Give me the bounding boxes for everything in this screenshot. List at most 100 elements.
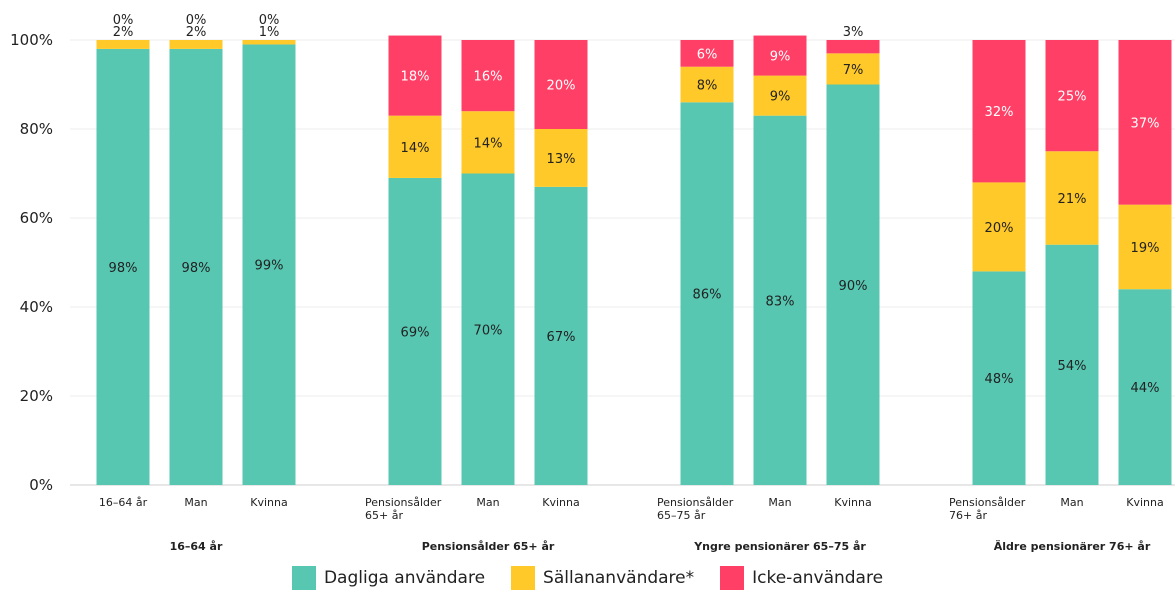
data-label: 9% xyxy=(770,50,791,65)
data-label: 0% xyxy=(259,13,280,28)
bar-segment xyxy=(169,40,223,49)
bar-segment xyxy=(826,53,880,85)
legend-item-daily: Dagliga användare xyxy=(291,566,486,590)
data-label: 0% xyxy=(186,13,207,28)
data-label: 1% xyxy=(259,25,280,40)
x-tick-label: 65+ år xyxy=(365,509,403,522)
y-tick-label: 100% xyxy=(10,31,53,49)
y-tick-label: 0% xyxy=(29,476,53,494)
data-label: 2% xyxy=(186,25,207,40)
x-tick-label: 16–64 år xyxy=(99,496,148,509)
x-tick-label: 76+ år xyxy=(949,509,987,522)
legend-swatch-rare xyxy=(511,566,536,590)
data-label: 32% xyxy=(985,105,1014,120)
legend-label-rare: Sällananvändare* xyxy=(543,568,695,588)
group-label: 16–64 år xyxy=(170,540,223,553)
data-label: 44% xyxy=(1131,381,1160,396)
bar-segment xyxy=(534,186,588,485)
data-label: 6% xyxy=(697,47,718,62)
data-label: 20% xyxy=(985,221,1014,236)
bar-segment xyxy=(1118,289,1172,485)
legend-label-daily: Dagliga användare xyxy=(323,568,486,588)
data-label: 69% xyxy=(401,325,430,340)
x-tick-label: Kvinna xyxy=(1126,496,1163,509)
legend-label-non: Icke-användare xyxy=(752,568,884,588)
data-label: 54% xyxy=(1058,359,1087,374)
data-label: 7% xyxy=(843,63,864,78)
x-tick-label: Pensionsålder xyxy=(657,496,734,509)
bar-segment xyxy=(753,115,807,486)
data-label: 21% xyxy=(1058,192,1087,207)
legend-swatch-daily xyxy=(291,566,316,590)
stacked-bar-chart: 0%20%40%60%80%100%98%2%0%16–64 år98%2%0%… xyxy=(10,13,1175,553)
bar-segment xyxy=(1118,40,1172,205)
y-tick-label: 20% xyxy=(20,387,53,405)
legend-item-non: Icke-användare xyxy=(720,566,883,590)
bar-segment xyxy=(242,44,296,485)
data-label: 98% xyxy=(182,261,211,276)
data-label: 48% xyxy=(985,372,1014,387)
bar-segment xyxy=(680,102,734,486)
data-label: 2% xyxy=(113,25,134,40)
bar-segment xyxy=(461,40,515,112)
x-tick-label: Kvinna xyxy=(834,496,871,509)
legend: Dagliga användare Sällananvändare* Icke-… xyxy=(0,566,1175,590)
y-tick-label: 40% xyxy=(20,298,53,316)
bar-segment xyxy=(169,48,223,486)
data-label: 98% xyxy=(109,261,138,276)
x-tick-label: Kvinna xyxy=(250,496,287,509)
bar-segment xyxy=(461,111,515,174)
bar-segment xyxy=(826,40,880,54)
data-label: 37% xyxy=(1131,116,1160,131)
bar-segment xyxy=(826,84,880,485)
group-label: Pensionsålder 65+ år xyxy=(422,540,555,553)
bar-segment xyxy=(972,182,1026,272)
x-tick-label: Man xyxy=(184,496,207,509)
bar-segment xyxy=(753,75,807,116)
data-label: 20% xyxy=(547,79,576,94)
bar-segment xyxy=(680,40,734,67)
bar-segment xyxy=(388,177,442,485)
data-label: 14% xyxy=(401,141,430,156)
legend-swatch-non xyxy=(720,566,745,590)
y-tick-label: 60% xyxy=(20,209,53,227)
bar-segment xyxy=(461,173,515,485)
bar-segment xyxy=(680,66,734,103)
bar-segment xyxy=(534,40,588,129)
data-label: 9% xyxy=(770,90,791,105)
bar-segment xyxy=(1118,204,1172,290)
data-label: 19% xyxy=(1131,241,1160,256)
bar-segment xyxy=(972,271,1026,485)
data-label: 25% xyxy=(1058,90,1087,105)
bar-segment xyxy=(753,35,807,76)
data-label: 99% xyxy=(255,259,284,274)
data-label: 90% xyxy=(839,279,868,294)
data-label: 86% xyxy=(693,288,722,303)
x-tick-label: Man xyxy=(768,496,791,509)
bar-segment xyxy=(534,129,588,187)
bar-segment xyxy=(242,40,296,45)
group-label: Yngre pensionärer 65–75 år xyxy=(693,540,866,553)
bar-segment xyxy=(1045,244,1099,485)
x-tick-label: Pensionsålder xyxy=(365,496,442,509)
data-label: 83% xyxy=(766,294,795,309)
bar-segment xyxy=(388,35,442,116)
bar-segment xyxy=(1045,40,1099,152)
bar-segment xyxy=(96,40,150,49)
bar-segment xyxy=(972,40,1026,183)
data-label: 13% xyxy=(547,152,576,167)
bar-segment xyxy=(1045,151,1099,245)
data-label: 0% xyxy=(113,13,134,28)
x-tick-label: Pensionsålder xyxy=(949,496,1026,509)
data-label: 18% xyxy=(401,70,430,85)
y-tick-label: 80% xyxy=(20,120,53,138)
data-label: 67% xyxy=(547,330,576,345)
bar-segment xyxy=(96,48,150,486)
group-label: Äldre pensionärer 76+ år xyxy=(994,539,1151,553)
data-label: 8% xyxy=(697,79,718,94)
x-tick-label: 65–75 år xyxy=(657,509,706,522)
x-tick-label: Kvinna xyxy=(542,496,579,509)
legend-item-rare: Sällananvändare* xyxy=(511,566,694,590)
x-tick-label: Man xyxy=(476,496,499,509)
